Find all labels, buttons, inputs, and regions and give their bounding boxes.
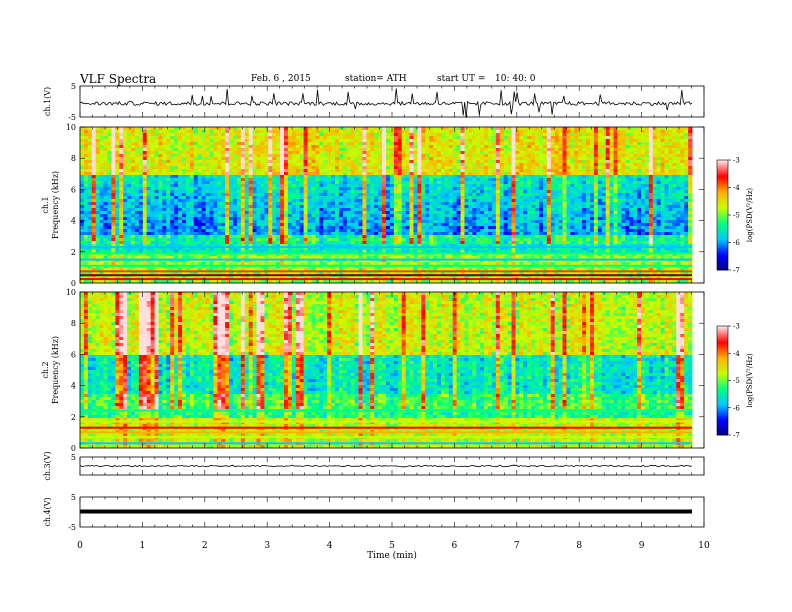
ch1-freq-tick-label: 10: [66, 123, 76, 132]
x-tick-label: 8: [576, 541, 582, 551]
ch2-freq-tick-label: 10: [66, 288, 76, 297]
ch4-ytick-label: 5: [71, 493, 76, 502]
colorbar-label: log(PSD(V²/Hz): [746, 188, 754, 243]
ch2-freq-tick-label: 4: [71, 382, 76, 391]
date-label: Feb. 6 , 2015: [251, 74, 311, 84]
colorbar-tick-label: -4: [733, 184, 740, 192]
ch4-ylabel: ch.4(V): [43, 497, 52, 526]
ch2-spectrogram-image: [80, 292, 693, 449]
ch1-colorbar: [717, 160, 728, 271]
ch2-freq-tick-label: 2: [71, 413, 76, 422]
ch1-spectrogram-image: [80, 127, 693, 284]
x-tick-label: 5: [389, 541, 395, 551]
x-tick-label: 7: [514, 541, 520, 551]
ch2-spec-ylabel-1: ch.2: [41, 361, 50, 378]
colorbar-tick-label: -3: [733, 323, 740, 331]
ch2-colorbar: [717, 326, 728, 436]
ch1-freq-tick-label: 2: [71, 248, 76, 257]
x-tick-label: 1: [140, 541, 146, 551]
ch1-ylabel: ch.1(V): [43, 87, 52, 116]
ch1-spec-ylabel-2: Frequency (kHz): [51, 171, 60, 239]
x-tick-label: 6: [452, 541, 458, 551]
ch2-freq-tick-label: 6: [71, 350, 76, 359]
ch3-ylabel: ch.3(V): [43, 451, 52, 480]
colorbar-tick-label: -6: [733, 239, 740, 247]
ch1-freq-tick-label: 0: [71, 279, 76, 288]
ch1-ytick-label: 5: [71, 82, 76, 91]
start-ut-value: 10: 40: 0: [495, 74, 536, 84]
colorbar-label: log(PSD(V²/Hz): [746, 353, 754, 408]
ch2-spec-ylabel-2: Frequency (kHz): [51, 336, 60, 404]
ch2-freq-tick-label: 8: [71, 319, 76, 328]
x-tick-label: 10: [698, 541, 710, 551]
ch1-freq-tick-label: 6: [71, 185, 76, 194]
x-tick-label: 0: [77, 541, 83, 551]
ch3-ytick-label: 5: [71, 453, 76, 462]
ch1-waveform-trace: [79, 88, 693, 118]
colorbar-tick-label: -7: [733, 267, 740, 275]
x-tick-label: 4: [327, 541, 333, 551]
x-tick-label: 2: [202, 541, 208, 551]
ch4-waveform-trace: [80, 509, 692, 514]
x-tick-label: 9: [639, 541, 645, 551]
colorbar-tick-label: -7: [733, 432, 740, 440]
station-label: station= ATH: [345, 74, 407, 84]
colorbar-tick-label: -5: [733, 212, 740, 220]
ch1-freq-tick-label: 8: [71, 154, 76, 163]
colorbar-tick-label: -6: [733, 404, 740, 412]
x-axis-label: Time (min): [367, 550, 417, 561]
ch3-waveform-trace: [79, 464, 693, 468]
colorbar-tick-label: -5: [733, 377, 740, 385]
ch1-ytick-label: -5: [68, 113, 76, 122]
ch1-freq-tick-label: 4: [71, 217, 76, 226]
start-ut-label: start UT =: [437, 74, 486, 84]
colorbar-tick-label: -3: [733, 157, 740, 165]
figure-title: VLF Spectra: [80, 72, 157, 86]
colorbar-tick-label: -4: [733, 350, 740, 358]
ch2-freq-tick-label: 0: [71, 444, 76, 453]
ch4-ytick-label: -5: [68, 523, 76, 532]
ch1-spec-ylabel-1: ch.1: [41, 196, 50, 213]
x-tick-label: 3: [264, 541, 270, 551]
